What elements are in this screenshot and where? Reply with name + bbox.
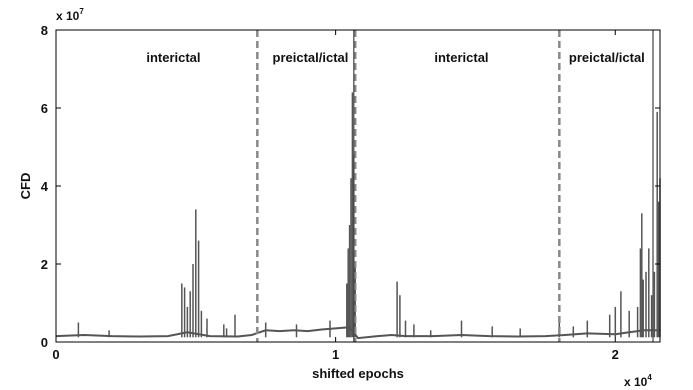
x-axis-label: shifted epochs bbox=[312, 366, 404, 381]
x-multiplier: x 104 bbox=[624, 373, 652, 389]
plot-area bbox=[56, 30, 660, 342]
x-tick-label: 1 bbox=[332, 347, 339, 362]
y-tick-label: 2 bbox=[41, 257, 48, 272]
x-tick-label: 0 bbox=[52, 347, 59, 362]
region-label: interictal bbox=[146, 50, 200, 65]
x-multiplier-exponent: 4 bbox=[647, 373, 652, 382]
y-multiplier-base: x 10 bbox=[56, 9, 80, 23]
region-label: preictal/ictal bbox=[569, 50, 645, 65]
y-multiplier-exponent: 7 bbox=[79, 7, 84, 16]
y-tick-label: 6 bbox=[41, 101, 48, 116]
y-tick-label: 0 bbox=[41, 335, 48, 350]
y-axis-label: CFD bbox=[18, 173, 33, 200]
y-multiplier: x 107 bbox=[56, 7, 84, 23]
axis-ticks: 0 1 2 0 2 4 6 8 bbox=[41, 23, 660, 362]
x-tick-label: 2 bbox=[612, 347, 619, 362]
y-tick-label: 8 bbox=[41, 23, 48, 38]
region-label: preictal/ictal bbox=[273, 50, 349, 65]
y-tick-label: 4 bbox=[41, 179, 49, 194]
x-multiplier-base: x 10 bbox=[624, 375, 648, 389]
region-label: interictal bbox=[434, 50, 488, 65]
